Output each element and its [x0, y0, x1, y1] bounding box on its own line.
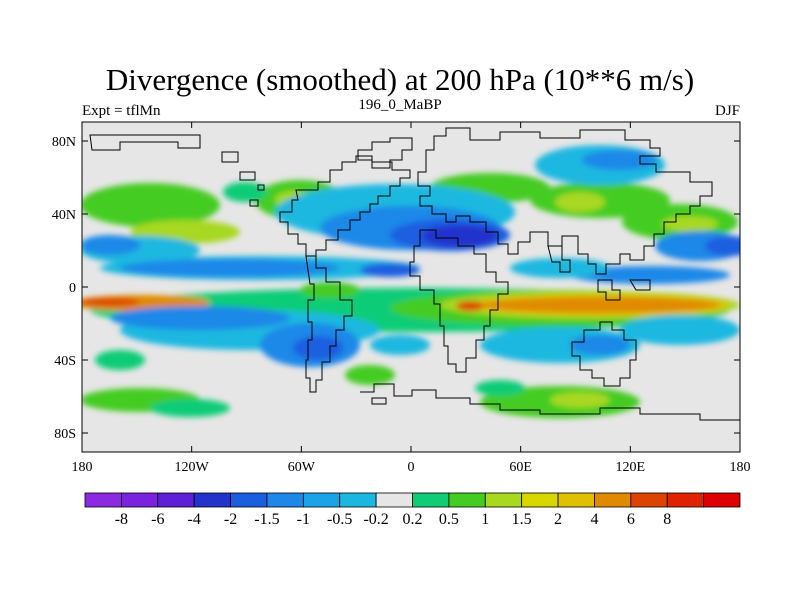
colorbar-label: -2	[224, 511, 237, 528]
y-tick-label: 80N	[52, 135, 76, 150]
negative-divergence-region	[422, 225, 498, 247]
colorbar-label: 8	[663, 511, 671, 528]
positive-divergence-region	[555, 192, 605, 212]
colorbar-swatch	[84, 492, 122, 508]
colorbar-label: -0.2	[363, 511, 388, 528]
experiment-label: Expt = tflMn	[82, 103, 161, 119]
y-tick-label: 40S	[54, 354, 76, 369]
positive-divergence-region	[300, 282, 360, 298]
colorbar-swatch	[557, 492, 595, 508]
colorbar-label: 1.5	[512, 511, 532, 528]
y-axis: 80N 40N 0 40S 80S	[52, 135, 740, 442]
colorbar: -8 -6 -4 -2 -1.5 -1 -0.5 -0.2 0.2 0.5 1 1.5 2 4 6 8	[84, 492, 741, 528]
divergence-fields	[82, 145, 740, 418]
x-axis: 180 120W 60W 0 60E 120E 180	[72, 122, 751, 475]
y-tick-label: 80S	[54, 427, 76, 442]
colorbar-swatch	[302, 492, 341, 508]
positive-divergence-region	[475, 380, 525, 396]
negative-divergence-region	[582, 150, 658, 170]
colorbar-label: -0.5	[327, 511, 352, 528]
coastline-overlay	[89, 127, 740, 421]
negative-divergence-region	[620, 315, 740, 345]
positive-divergence-region	[456, 301, 484, 311]
x-tick-label: 60E	[509, 460, 532, 475]
colorbar-label: -6	[151, 511, 164, 528]
positive-divergence-region	[480, 297, 720, 313]
positive-divergence-region	[550, 392, 610, 408]
colorbar-label: 6	[627, 511, 635, 528]
positive-divergence-region	[150, 399, 230, 417]
plot-title: Divergence (smoothed) at 200 hPa (10**6 …	[105, 62, 695, 97]
colorbar-label: 4	[590, 511, 598, 528]
positive-divergence-region	[662, 216, 718, 232]
colorbar-swatch	[703, 492, 741, 508]
colorbar-swatch	[157, 492, 195, 508]
colorbar-label: -8	[115, 511, 128, 528]
x-tick-label: 0	[408, 460, 415, 475]
positive-divergence-region	[82, 183, 220, 227]
negative-divergence-region	[705, 236, 740, 256]
negative-divergence-region	[110, 306, 290, 330]
y-tick-label: 40N	[52, 208, 76, 223]
colorbar-label: 1	[481, 511, 489, 528]
map-plot-area	[82, 122, 740, 452]
x-tick-label: 60W	[288, 460, 316, 475]
colorbar-label: 2	[554, 511, 562, 528]
colorbar-swatch	[594, 492, 632, 508]
negative-divergence-region	[82, 235, 140, 255]
negative-divergence-region	[370, 335, 430, 355]
negative-divergence-region	[120, 259, 340, 277]
season-label: DJF	[714, 103, 740, 119]
colorbar-swatch	[412, 492, 450, 508]
colorbar-swatch	[193, 492, 231, 508]
colorbar-swatch	[266, 492, 304, 508]
colorbar-swatch	[120, 492, 159, 508]
center-label: 196_0_MaBP	[358, 97, 442, 113]
y-tick-label: 0	[69, 281, 76, 296]
x-tick-label: 120W	[175, 460, 210, 475]
colorbar-swatch	[448, 492, 486, 508]
positive-divergence-region	[223, 182, 267, 202]
colorbar-swatch	[375, 492, 413, 508]
x-tick-label: 180	[730, 460, 751, 475]
negative-divergence-region	[360, 263, 420, 277]
colorbar-swatch	[484, 492, 523, 508]
colorbar-label: -1.5	[254, 511, 279, 528]
colorbar-swatch	[630, 492, 668, 508]
negative-divergence-region	[570, 335, 630, 355]
x-tick-label: 120E	[616, 460, 646, 475]
colorbar-swatch	[230, 492, 268, 508]
x-tick-label: 180	[72, 460, 93, 475]
colorbar-label: 0.5	[439, 511, 459, 528]
positive-divergence-region	[95, 350, 145, 370]
positive-divergence-region	[345, 365, 395, 385]
positive-divergence-region	[82, 298, 140, 306]
colorbar-swatch	[666, 492, 705, 508]
colorbar-label: 0.2	[403, 511, 423, 528]
colorbar-label: -1	[297, 511, 310, 528]
colorbar-swatch	[521, 492, 559, 508]
colorbar-swatch	[339, 492, 377, 508]
colorbar-label: -4	[188, 511, 201, 528]
